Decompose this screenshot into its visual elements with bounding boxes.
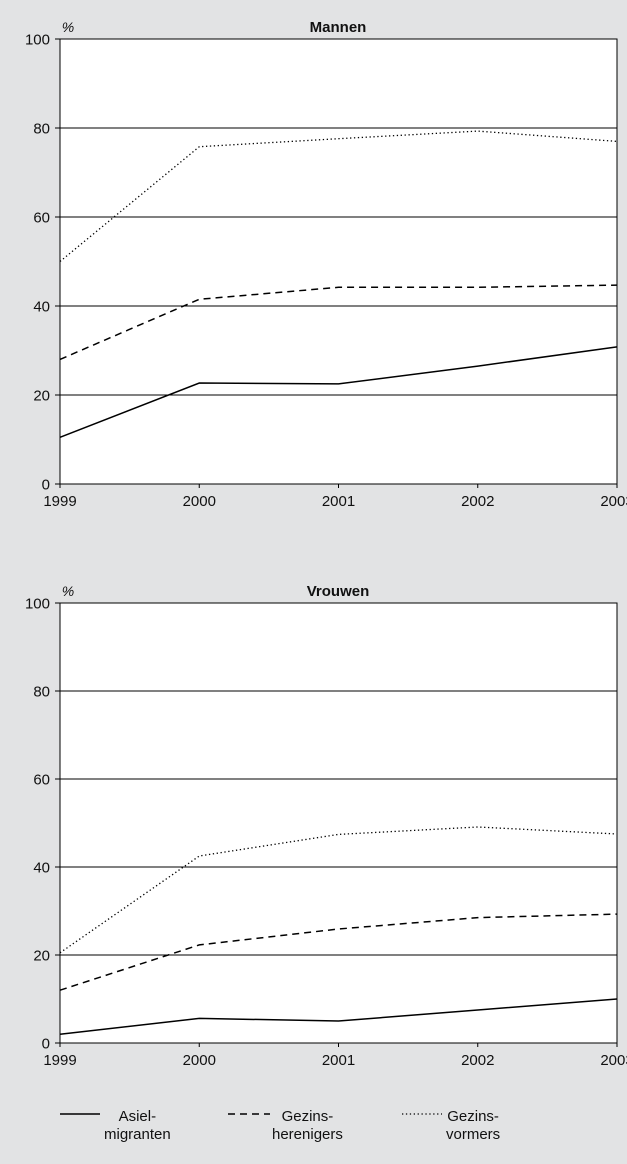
x-tick-label: 1999 <box>43 493 76 510</box>
chart-title: Mannen <box>310 19 367 36</box>
legend-label-line2: migranten <box>104 1126 171 1143</box>
legend-label-line2: herenigers <box>272 1126 343 1143</box>
legend-swatch-dashed <box>228 1113 270 1115</box>
series-line-herenigers <box>59 913 618 991</box>
y-tick-label: 80 <box>33 684 50 701</box>
series-line-vormers <box>59 826 618 954</box>
y-tick-label: 20 <box>33 948 50 965</box>
chart-canvas: 02040608010019992000200120022003%Mannen0… <box>25 19 627 1069</box>
series-line-herenigers <box>59 284 618 361</box>
legend-label-asiel: Asiel- migranten <box>104 1108 171 1144</box>
x-tick-label: 2002 <box>461 1052 494 1069</box>
x-tick-label: 2001 <box>322 1052 355 1069</box>
series-line-vormers <box>59 130 618 263</box>
y-tick-label: 60 <box>33 210 50 227</box>
y-tick-label: 0 <box>42 477 50 494</box>
y-tick-label: 100 <box>25 596 50 613</box>
series-line-asiel <box>59 346 618 438</box>
y-tick-label: 0 <box>42 1036 50 1053</box>
chart-panel-1: 0 20 40 60 80 100 1999 2000 2001 2002 2003% Vrouwen <box>25 583 627 1069</box>
legend-label-vormers: Gezins- vormers <box>446 1108 500 1144</box>
y-tick-label: 40 <box>33 860 50 877</box>
chart-panel-0: 0 20 40 60 80 100 1999 2000 2001 2002 2003% Mannen <box>25 19 627 510</box>
legend-label-line1: Asiel- <box>118 1108 157 1125</box>
legend: Asiel- migranten Gezins- herenigers Gezi… <box>0 1108 627 1160</box>
legend-swatch-dotted <box>402 1113 442 1115</box>
x-tick-label: 2000 <box>183 493 216 510</box>
y-axis-label: % <box>62 583 74 599</box>
plot-area <box>59 602 618 1044</box>
y-axis-label: % <box>62 19 74 35</box>
legend-label-line2: vormers <box>446 1126 501 1143</box>
series-line-asiel <box>59 998 618 1035</box>
legend-label-herenigers: Gezins- herenigers <box>272 1108 343 1144</box>
y-tick-label: 20 <box>33 388 50 405</box>
y-tick-label: 100 <box>25 32 50 49</box>
y-tick-label: 80 <box>33 121 50 138</box>
x-tick-label: 1999 <box>43 1052 76 1069</box>
legend-swatch-solid <box>60 1113 100 1115</box>
chart-title: Vrouwen <box>307 583 370 600</box>
x-tick-label: 2002 <box>461 493 494 510</box>
x-tick-label: 2003 <box>600 1052 627 1069</box>
x-tick-label: 2000 <box>183 1052 216 1069</box>
y-tick-label: 40 <box>33 299 50 316</box>
legend-label-line1: Gezins- <box>447 1108 499 1125</box>
x-tick-label: 2001 <box>322 493 355 510</box>
legend-label-line1: Gezins- <box>281 1108 334 1125</box>
plot-area <box>59 38 618 485</box>
y-tick-label: 60 <box>33 772 50 789</box>
x-tick-label: 2003 <box>600 493 627 510</box>
